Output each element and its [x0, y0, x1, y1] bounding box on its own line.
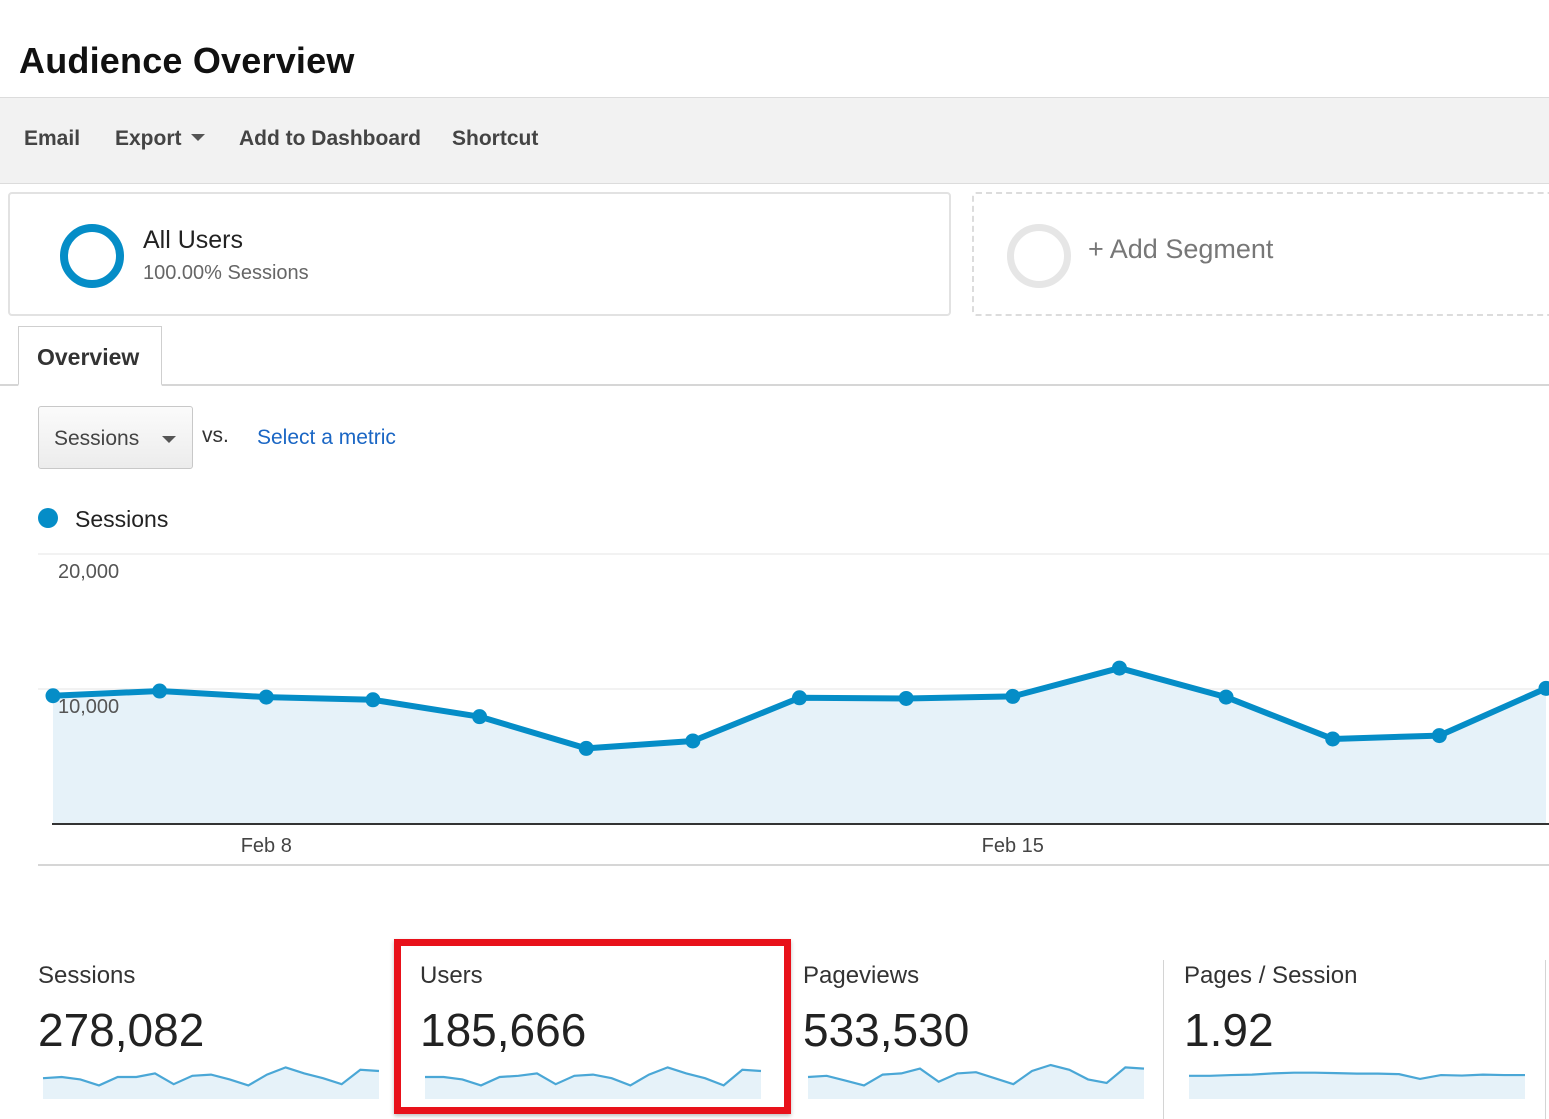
email-button[interactable]: Email: [24, 127, 81, 150]
scorecard-value: 278,082: [38, 1004, 205, 1056]
sparkline-line: [425, 1066, 762, 1087]
segment-title: All Users: [143, 226, 244, 254]
sessions-data-point[interactable]: [1431, 728, 1447, 744]
empty-segment-ring-icon: [1007, 224, 1071, 288]
sparkline-area: [1189, 1072, 1525, 1099]
scorecard-divider: [1163, 960, 1164, 1119]
page-title: Audience Overview: [19, 40, 355, 81]
shortcut-button[interactable]: Shortcut: [452, 127, 539, 150]
sessions-data-point[interactable]: [45, 688, 61, 704]
y-tick-label: 10,000: [58, 696, 119, 718]
sessions-data-point[interactable]: [1218, 689, 1234, 705]
scorecard-label: Pageviews: [803, 962, 920, 989]
add-segment-label: + Add Segment: [1088, 234, 1274, 264]
chevron-down-icon: [190, 134, 205, 142]
scorecard-sparkline: [425, 1066, 762, 1099]
sessions-data-point[interactable]: [1005, 688, 1021, 704]
chevron-down-icon: [162, 436, 176, 443]
tab-bar-divider: [0, 384, 1549, 386]
sparkline-line: [807, 1063, 1145, 1087]
sparkline-area: [808, 1065, 1144, 1099]
scorecard-value: 185,666: [420, 1004, 587, 1056]
legend-sessions-label: Sessions: [75, 506, 169, 532]
scorecard-sparkline: [42, 1066, 380, 1099]
sessions-data-point[interactable]: [578, 740, 594, 756]
vs-label: vs.: [202, 424, 229, 447]
segment-all-users[interactable]: All Users 100.00% Sessions: [8, 192, 951, 316]
select-metric-link[interactable]: Select a metric: [257, 426, 396, 449]
sessions-data-point[interactable]: [792, 690, 807, 706]
sessions-data-point[interactable]: [898, 690, 914, 706]
users-highlight-box: [394, 939, 791, 1114]
report-toolbar: Email Export Add to Dashboard Shortcut: [0, 97, 1549, 184]
sessions-data-point[interactable]: [685, 733, 701, 749]
scorecard-sparkline: [807, 1063, 1145, 1099]
metric-select-value: Sessions: [54, 427, 140, 450]
legend-sessions-dot: [38, 508, 58, 528]
sparkline-area: [425, 1067, 761, 1099]
scorecard-sparkline: [1189, 1071, 1525, 1099]
tab-overview[interactable]: Overview: [18, 326, 162, 386]
scorecard-pages-per-session[interactable]: Pages / Session 1.92: [1184, 955, 1529, 1119]
sessions-data-point[interactable]: [472, 709, 488, 725]
scorecard-label: Sessions: [38, 962, 136, 989]
x-tick-label: Feb 15: [982, 835, 1044, 857]
sessions-data-point[interactable]: [1111, 660, 1127, 676]
scorecard-label: Users: [420, 962, 483, 989]
x-tick-label: Feb 8: [241, 835, 292, 857]
segment-subtitle: 100.00% Sessions: [143, 262, 309, 284]
sessions-area: [53, 668, 1546, 824]
sparkline-area: [43, 1067, 379, 1099]
add-segment-button[interactable]: + Add Segment: [972, 192, 1549, 316]
sessions-data-point[interactable]: [365, 692, 381, 708]
sparkline-line: [1189, 1071, 1525, 1081]
scorecard-users[interactable]: Users 185,666: [420, 955, 765, 1119]
sessions-data-point[interactable]: [258, 689, 274, 705]
add-to-dashboard-button[interactable]: Add to Dashboard: [239, 127, 421, 150]
scorecard-value: 1.92: [1184, 1004, 1274, 1056]
scorecard-sessions[interactable]: Sessions 278,082: [38, 955, 383, 1119]
sparkline-line: [42, 1066, 380, 1087]
sessions-data-point[interactable]: [1325, 731, 1341, 747]
scorecard-pageviews[interactable]: Pageviews 533,530: [803, 955, 1148, 1119]
segment-ring-icon: [60, 224, 124, 288]
export-button[interactable]: Export: [115, 127, 205, 151]
export-label: Export: [115, 127, 182, 150]
scorecard-value: 533,530: [803, 1004, 970, 1056]
metric-select-dropdown[interactable]: Sessions: [38, 406, 193, 469]
sessions-line-chart[interactable]: 20,000 10,000 Feb 8 Feb 15: [0, 540, 1549, 870]
sessions-data-point[interactable]: [1538, 680, 1549, 696]
y-tick-label: 20,000: [58, 561, 119, 583]
scorecard-divider: [1545, 960, 1546, 1119]
sessions-data-point[interactable]: [152, 683, 168, 699]
scorecard-label: Pages / Session: [1184, 962, 1358, 989]
